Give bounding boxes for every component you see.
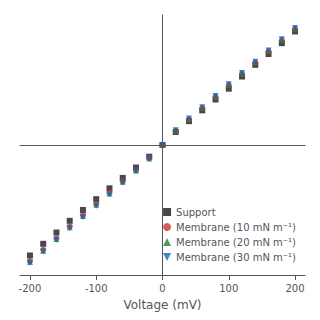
svg-text:Support: Support (176, 207, 216, 218)
svg-text:Membrane (20 mN m⁻¹): Membrane (20 mN m⁻¹) (176, 237, 296, 248)
svg-text:Membrane (30 mN m⁻¹): Membrane (30 mN m⁻¹) (176, 252, 296, 263)
svg-text:Voltage (mV): Voltage (mV) (123, 298, 201, 312)
svg-text:100: 100 (219, 283, 238, 294)
svg-text:0: 0 (159, 283, 165, 294)
svg-text:-200: -200 (19, 283, 42, 294)
svg-text:-100: -100 (85, 283, 108, 294)
svg-text:Membrane (10 mN m⁻¹): Membrane (10 mN m⁻¹) (176, 222, 296, 233)
svg-text:200: 200 (286, 283, 305, 294)
